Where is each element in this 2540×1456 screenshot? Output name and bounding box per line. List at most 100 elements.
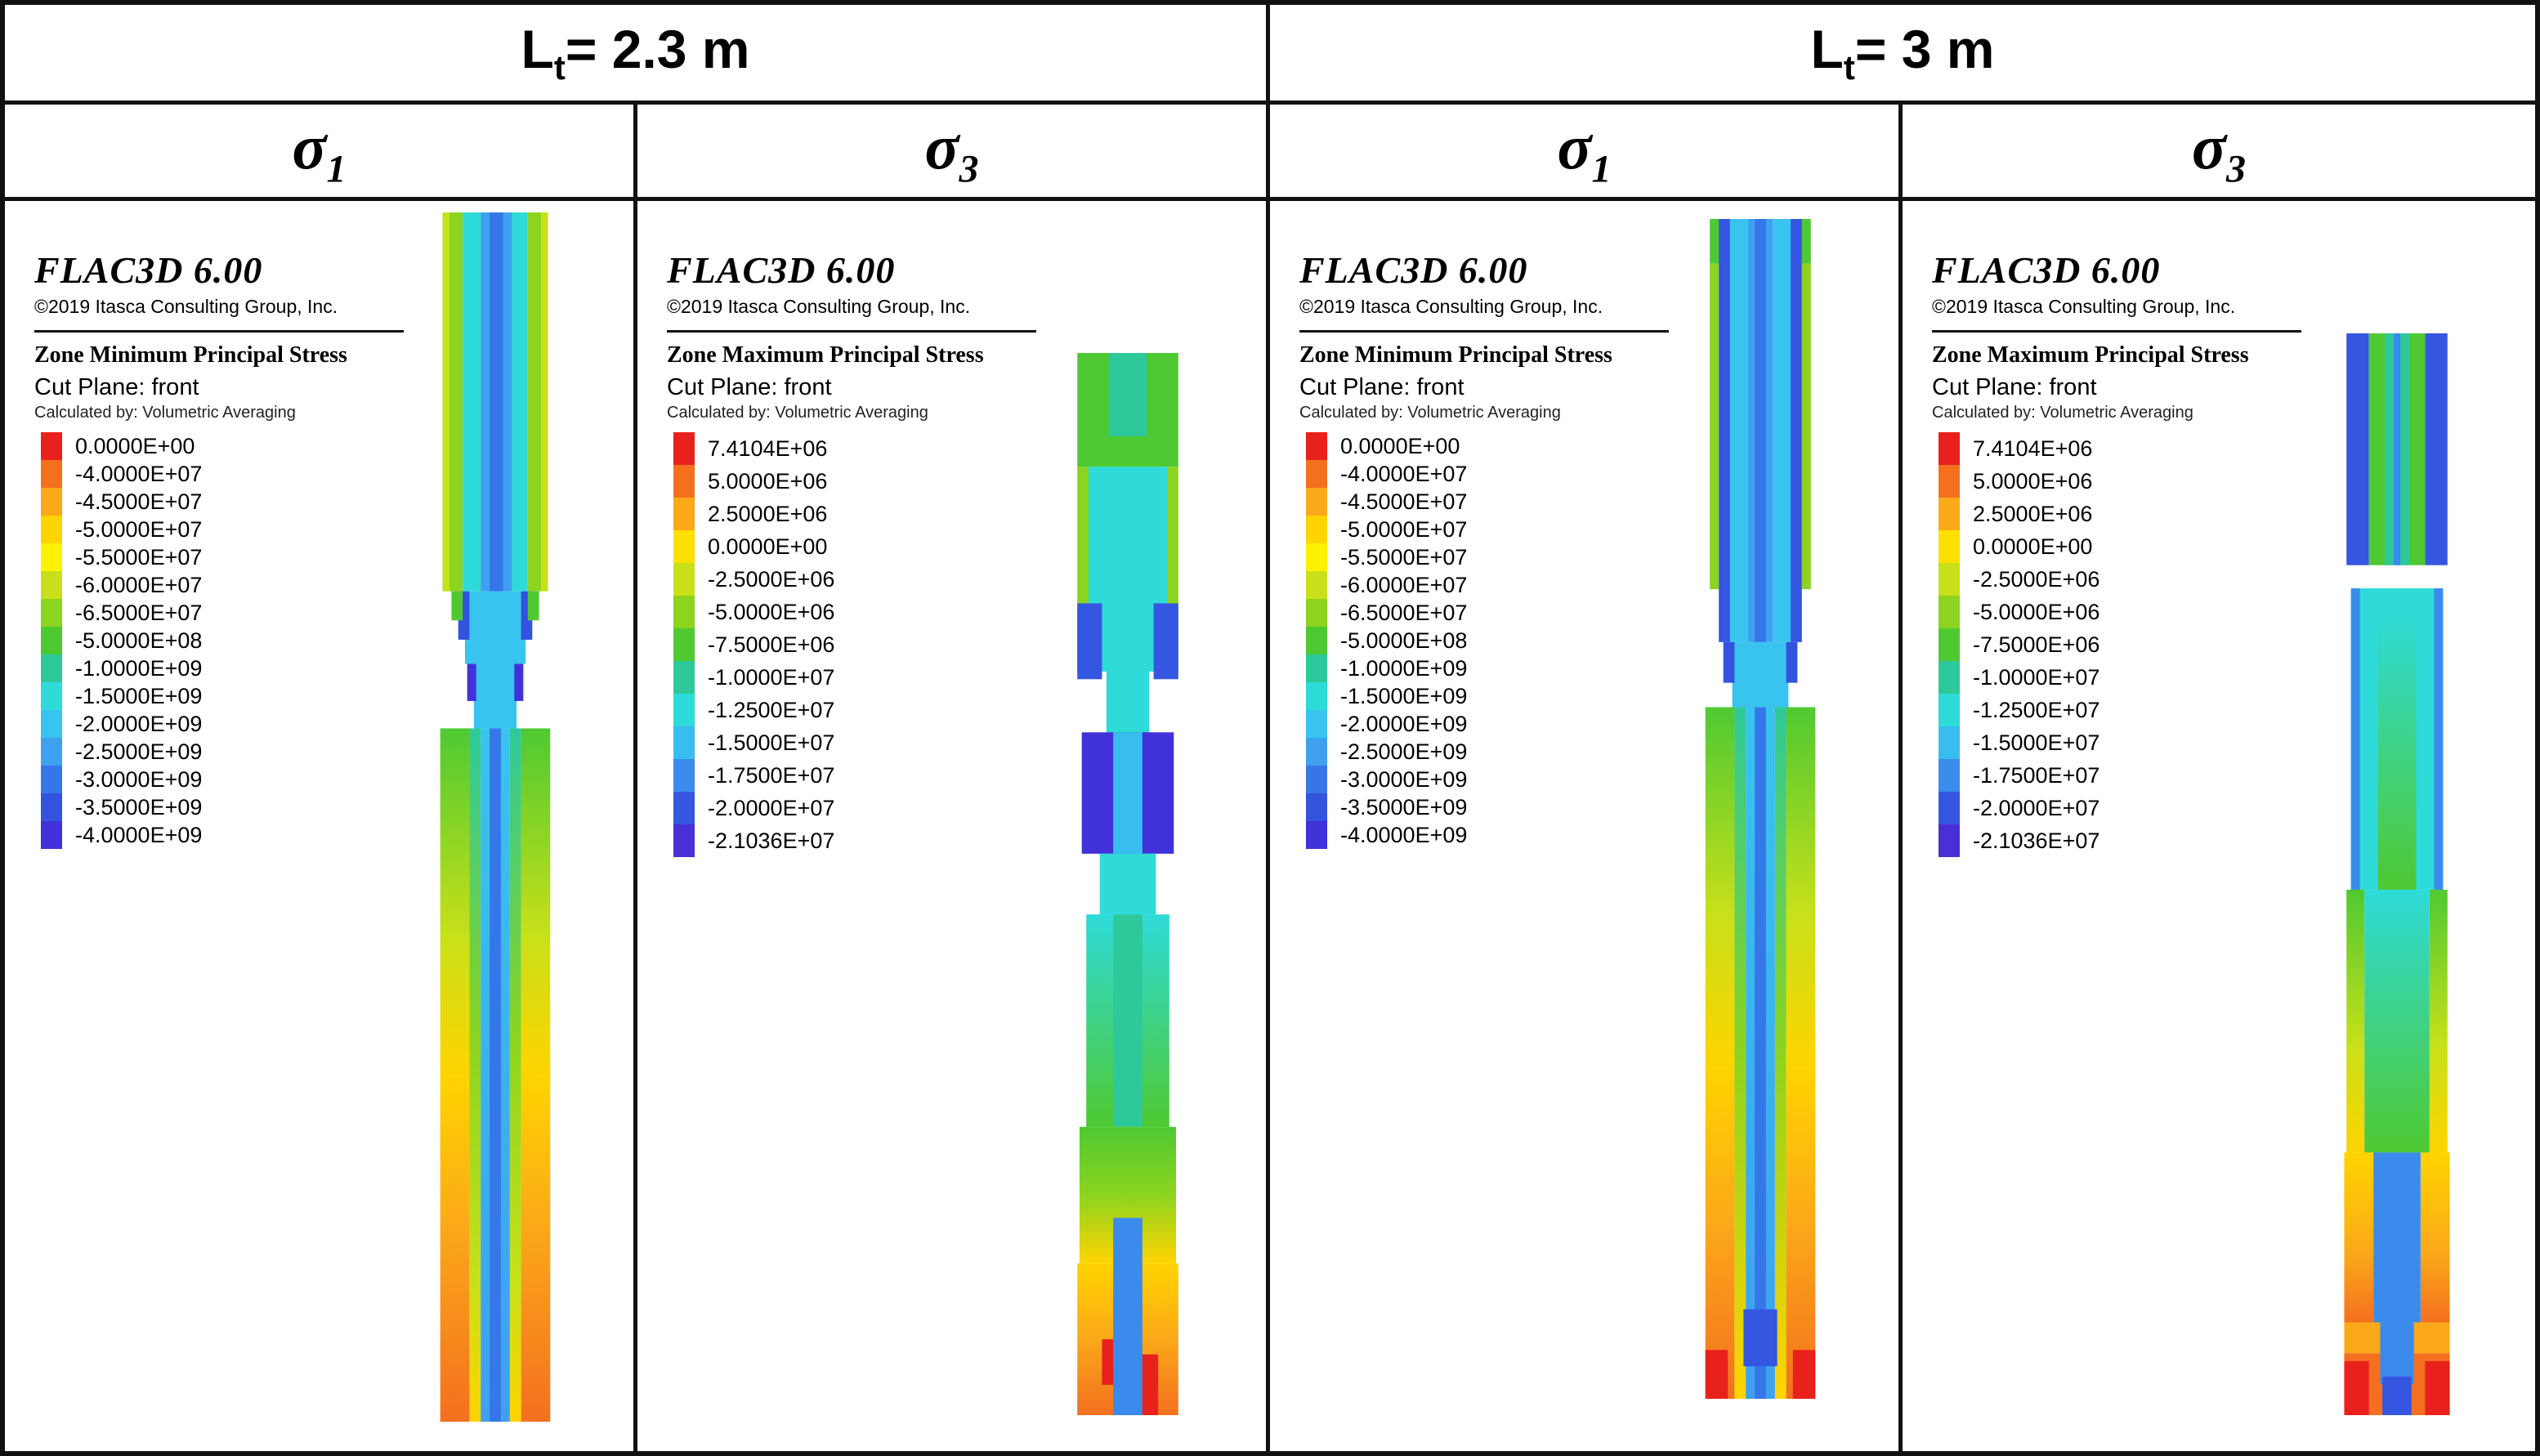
panel-lt23-sigma1: FLAC3D 6.00 ©2019 Itasca Consulting Grou… bbox=[5, 201, 637, 1451]
legend-value-label: -5.5000E+07 bbox=[1340, 544, 1468, 569]
copyright-line: ©2019 Itasca Consulting Group, Inc. bbox=[667, 296, 971, 317]
legend-color-swatch bbox=[673, 498, 695, 530]
stress-contour-plot bbox=[1676, 219, 1845, 1399]
legend-value-label: 0.0000E+00 bbox=[1973, 534, 2093, 559]
legend-color-swatch bbox=[673, 726, 695, 759]
legend-row: -6.5000E+07 bbox=[1306, 599, 1692, 627]
legend-row: -2.0000E+09 bbox=[41, 710, 427, 738]
legend-color-swatch bbox=[41, 738, 62, 766]
panel-lt3-sigma1: FLAC3D 6.00 ©2019 Itasca Consulting Grou… bbox=[1270, 201, 1903, 1451]
legend-color-swatch bbox=[1939, 432, 1960, 465]
legend-title: Zone Minimum Principal Stress bbox=[1299, 342, 1612, 368]
legend-value-label: -6.0000E+07 bbox=[75, 572, 203, 597]
legend-color-swatch bbox=[1939, 661, 1960, 694]
legend-row: -1.5000E+07 bbox=[1939, 726, 2324, 759]
legend-color-swatch bbox=[1306, 766, 1327, 793]
legend-row: -2.0000E+09 bbox=[1306, 710, 1692, 738]
lt-symbol: L bbox=[521, 18, 554, 79]
legend-value-label: -4.5000E+07 bbox=[75, 489, 203, 514]
legend-row: -2.5000E+06 bbox=[1939, 563, 2324, 596]
legend-row: -5.5000E+07 bbox=[41, 543, 427, 571]
legend-value-label: -1.0000E+07 bbox=[1973, 664, 2100, 690]
legend-row: -7.5000E+06 bbox=[673, 628, 1059, 661]
legend-value-label: -5.0000E+08 bbox=[1340, 628, 1468, 653]
legend-value-label: -2.1036E+07 bbox=[708, 828, 835, 853]
legend-color-scale: 7.4104E+06 5.0000E+06 2.5000E+06 0.0000E+00… bbox=[1932, 432, 2324, 857]
copyright-line: ©2019 Itasca Consulting Group, Inc. bbox=[1932, 296, 2236, 317]
legend-row: -5.0000E+07 bbox=[41, 516, 427, 543]
legend-color-swatch bbox=[673, 530, 695, 563]
legend-color-swatch bbox=[673, 759, 695, 792]
legend-value-label: -3.0000E+09 bbox=[1340, 766, 1468, 792]
legend-color-swatch bbox=[1939, 465, 1960, 498]
legend-value-label: -4.5000E+07 bbox=[1340, 489, 1468, 514]
legend-color-swatch bbox=[41, 766, 62, 793]
cut-plane-label: Cut Plane: front bbox=[1299, 374, 1465, 400]
legend-color-swatch bbox=[1306, 488, 1327, 516]
legend-value-label: -7.5000E+06 bbox=[1973, 632, 2100, 657]
legend-row: -5.0000E+06 bbox=[1939, 596, 2324, 628]
legend-row: -6.5000E+07 bbox=[41, 599, 427, 627]
legend-value-label: -5.0000E+07 bbox=[1340, 516, 1468, 542]
lt-subscript: t bbox=[553, 48, 566, 87]
legend-value-label: -3.0000E+09 bbox=[75, 766, 203, 792]
legend-value-label: 0.0000E+00 bbox=[75, 433, 195, 458]
legend-color-swatch bbox=[1939, 563, 1960, 596]
legend-color-swatch bbox=[1306, 793, 1327, 821]
legend-color-swatch bbox=[1306, 654, 1327, 682]
legend-value-label: 7.4104E+06 bbox=[708, 435, 828, 461]
legend-value-label: -3.5000E+09 bbox=[75, 794, 203, 820]
legend-value-label: -5.0000E+06 bbox=[708, 599, 835, 624]
legend-color-scale: 0.0000E+00 -4.0000E+07 -4.5000E+07 -5.0000E… bbox=[34, 432, 427, 849]
legend-value-label: 7.4104E+06 bbox=[1973, 435, 2093, 461]
legend-row: -4.0000E+07 bbox=[41, 460, 427, 488]
legend-row: -5.5000E+07 bbox=[1306, 543, 1692, 571]
legend-row: 7.4104E+06 bbox=[1939, 432, 2324, 465]
legend-color-swatch bbox=[673, 628, 695, 661]
lt-value: = 2.3 m bbox=[565, 18, 750, 79]
legend-color-swatch bbox=[41, 432, 62, 460]
legend-row: -1.0000E+09 bbox=[41, 654, 427, 682]
legend-value-label: -4.0000E+09 bbox=[75, 822, 203, 847]
legend-row: -1.0000E+07 bbox=[673, 661, 1059, 694]
legend-row: -2.0000E+07 bbox=[673, 792, 1059, 824]
flac3d-title: FLAC3D 6.00 bbox=[667, 249, 896, 291]
legend-row: -1.2500E+07 bbox=[673, 694, 1059, 726]
legend-value-label: -6.5000E+07 bbox=[75, 600, 203, 625]
legend-value-label: -2.0000E+09 bbox=[1340, 711, 1468, 736]
legend-title: Zone Maximum Principal Stress bbox=[1932, 342, 2249, 368]
legend-row: -2.5000E+06 bbox=[673, 563, 1059, 596]
legend-color-swatch bbox=[41, 710, 62, 738]
legend-color-swatch bbox=[1306, 682, 1327, 710]
legend-value-label: -3.5000E+09 bbox=[1340, 794, 1468, 820]
legend-color-swatch bbox=[1306, 738, 1327, 766]
legend-row: -2.1036E+07 bbox=[1939, 824, 2324, 857]
legend-value-label: -5.0000E+06 bbox=[1973, 599, 2100, 624]
lt-symbol: L bbox=[1810, 18, 1844, 79]
panel-lt3-sigma3: FLAC3D 6.00 ©2019 Itasca Consulting Grou… bbox=[1903, 201, 2535, 1451]
legend-row: -3.5000E+09 bbox=[41, 793, 427, 821]
legend-color-swatch bbox=[1306, 710, 1327, 738]
legend-value-label: -2.0000E+07 bbox=[1973, 795, 2100, 820]
legend-row: -4.0000E+09 bbox=[1306, 821, 1692, 849]
legend-color-swatch bbox=[1306, 543, 1327, 571]
legend-value-label: -2.5000E+06 bbox=[1973, 566, 2100, 592]
legend-value-label: 5.0000E+06 bbox=[708, 468, 828, 494]
flac3d-legend-block: FLAC3D 6.00 ©2019 Itasca Consulting Grou… bbox=[667, 248, 1059, 857]
legend-color-swatch bbox=[41, 516, 62, 543]
legend-color-swatch bbox=[1939, 792, 1960, 824]
legend-row: -3.5000E+09 bbox=[1306, 793, 1692, 821]
legend-color-swatch bbox=[41, 460, 62, 488]
legend-color-swatch bbox=[41, 488, 62, 516]
legend-row: -1.7500E+07 bbox=[673, 759, 1059, 792]
legend-row: -1.5000E+07 bbox=[673, 726, 1059, 759]
legend-color-scale: 7.4104E+06 5.0000E+06 2.5000E+06 0.0000E+00… bbox=[667, 432, 1059, 857]
legend-row: -2.5000E+09 bbox=[1306, 738, 1692, 766]
column-header-sigma1-lt23: σ1 bbox=[5, 105, 637, 201]
legend-color-swatch bbox=[673, 661, 695, 694]
legend-color-swatch bbox=[1939, 628, 1960, 661]
legend-color-swatch bbox=[1306, 516, 1327, 543]
legend-row: 5.0000E+06 bbox=[1939, 465, 2324, 498]
legend-color-swatch bbox=[41, 599, 62, 627]
legend-color-swatch bbox=[41, 654, 62, 682]
